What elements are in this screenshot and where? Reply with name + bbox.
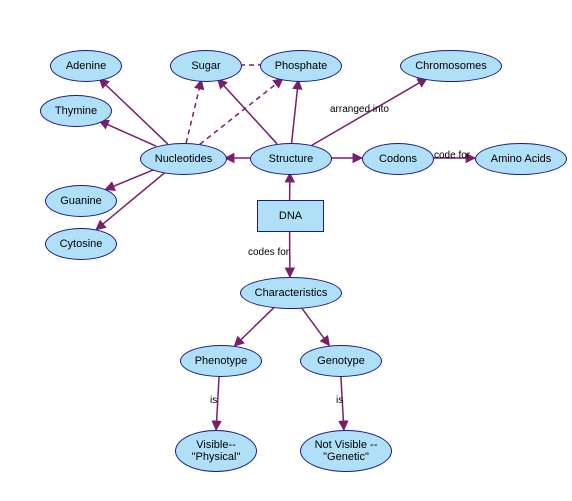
node-notvisible: Not Visible -- "Genetic": [300, 430, 392, 472]
edge-characteristics-genotype: [301, 307, 330, 346]
node-adenine: Adenine: [50, 50, 122, 82]
node-characteristics: Characteristics: [240, 277, 342, 309]
edge-structure-phosphate: [292, 80, 299, 143]
node-sugar: Sugar: [170, 50, 242, 82]
node-phosphate: Phosphate: [260, 50, 342, 82]
edge-characteristics-phenotype: [234, 306, 275, 346]
node-visible: Visible-- "Physical": [175, 430, 257, 472]
node-cytosine: Cytosine: [45, 228, 117, 260]
node-thymine: Thymine: [40, 95, 112, 127]
edge-structure-sugar: [218, 79, 277, 144]
edge-label-dna-characteristics: codes for: [248, 247, 289, 258]
node-dna: DNA: [257, 200, 324, 232]
edge-label-phenotype-visible: is: [210, 395, 217, 406]
node-codons: Codons: [362, 143, 434, 175]
node-structure: Structure: [250, 143, 332, 175]
edge-nucleotides-sugar: [186, 80, 201, 143]
node-genotype: Genotype: [300, 345, 382, 377]
node-phenotype: Phenotype: [180, 345, 262, 377]
edge-label-codons-aminoacids: code for: [434, 150, 470, 161]
edge-label-genotype-notvisible: is: [336, 395, 343, 406]
node-guanine: Guanine: [45, 185, 117, 217]
node-aminoacids: Amino Acids: [475, 143, 567, 175]
node-nucleotides: Nucleotides: [140, 143, 227, 175]
node-chromosomes: Chromosomes: [400, 50, 502, 82]
edge-nucleotides-phosphate: [200, 79, 283, 145]
edge-label-structure-chromosomes: arranged into: [330, 104, 389, 115]
